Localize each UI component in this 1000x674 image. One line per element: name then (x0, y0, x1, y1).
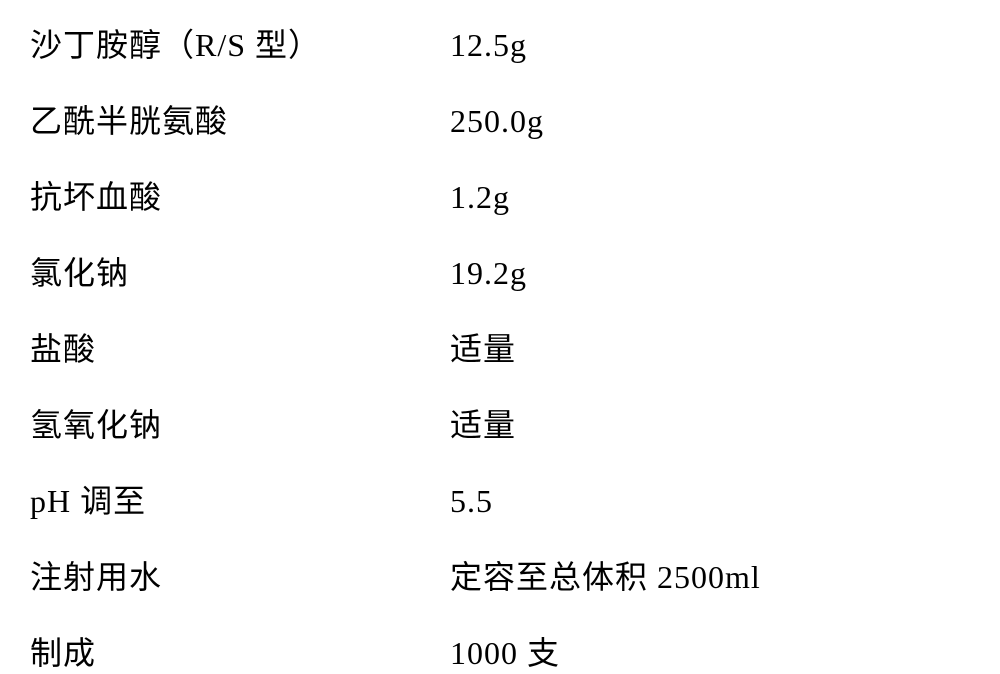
ingredient-value: 定容至总体积 2500ml (430, 552, 761, 598)
ingredient-value: 19.2g (430, 255, 527, 292)
ingredient-label: 抗坏血酸 (30, 172, 430, 218)
ingredient-value: 适量 (430, 324, 516, 370)
ingredient-label: 沙丁胺醇（R/S 型） (30, 20, 430, 66)
ingredient-label: 注射用水 (30, 552, 430, 598)
formula-row: 制成 1000 支 (30, 628, 970, 674)
ingredient-value: 12.5g (430, 27, 527, 64)
ingredient-label: 乙酰半胱氨酸 (30, 96, 430, 142)
ingredient-value: 1000 支 (430, 628, 560, 674)
ingredient-value: 1.2g (430, 179, 510, 216)
formula-table: 沙丁胺醇（R/S 型） 12.5g 乙酰半胱氨酸 250.0g 抗坏血酸 1.2… (30, 20, 970, 674)
formula-row: 乙酰半胱氨酸 250.0g (30, 96, 970, 142)
ingredient-label: 氯化钠 (30, 248, 430, 294)
formula-row: 注射用水 定容至总体积 2500ml (30, 552, 970, 598)
formula-row: 氢氧化钠 适量 (30, 400, 970, 446)
ingredient-label: 盐酸 (30, 324, 430, 370)
formula-row: 抗坏血酸 1.2g (30, 172, 970, 218)
ingredient-label: pH 调至 (30, 476, 430, 522)
formula-row: 盐酸 适量 (30, 324, 970, 370)
ingredient-label: 制成 (30, 628, 430, 674)
ingredient-value: 250.0g (430, 103, 544, 140)
formula-row: pH 调至 5.5 (30, 476, 970, 522)
ingredient-value: 5.5 (430, 483, 493, 520)
ingredient-value: 适量 (430, 400, 516, 446)
formula-row: 沙丁胺醇（R/S 型） 12.5g (30, 20, 970, 66)
ingredient-label: 氢氧化钠 (30, 400, 430, 446)
formula-row: 氯化钠 19.2g (30, 248, 970, 294)
